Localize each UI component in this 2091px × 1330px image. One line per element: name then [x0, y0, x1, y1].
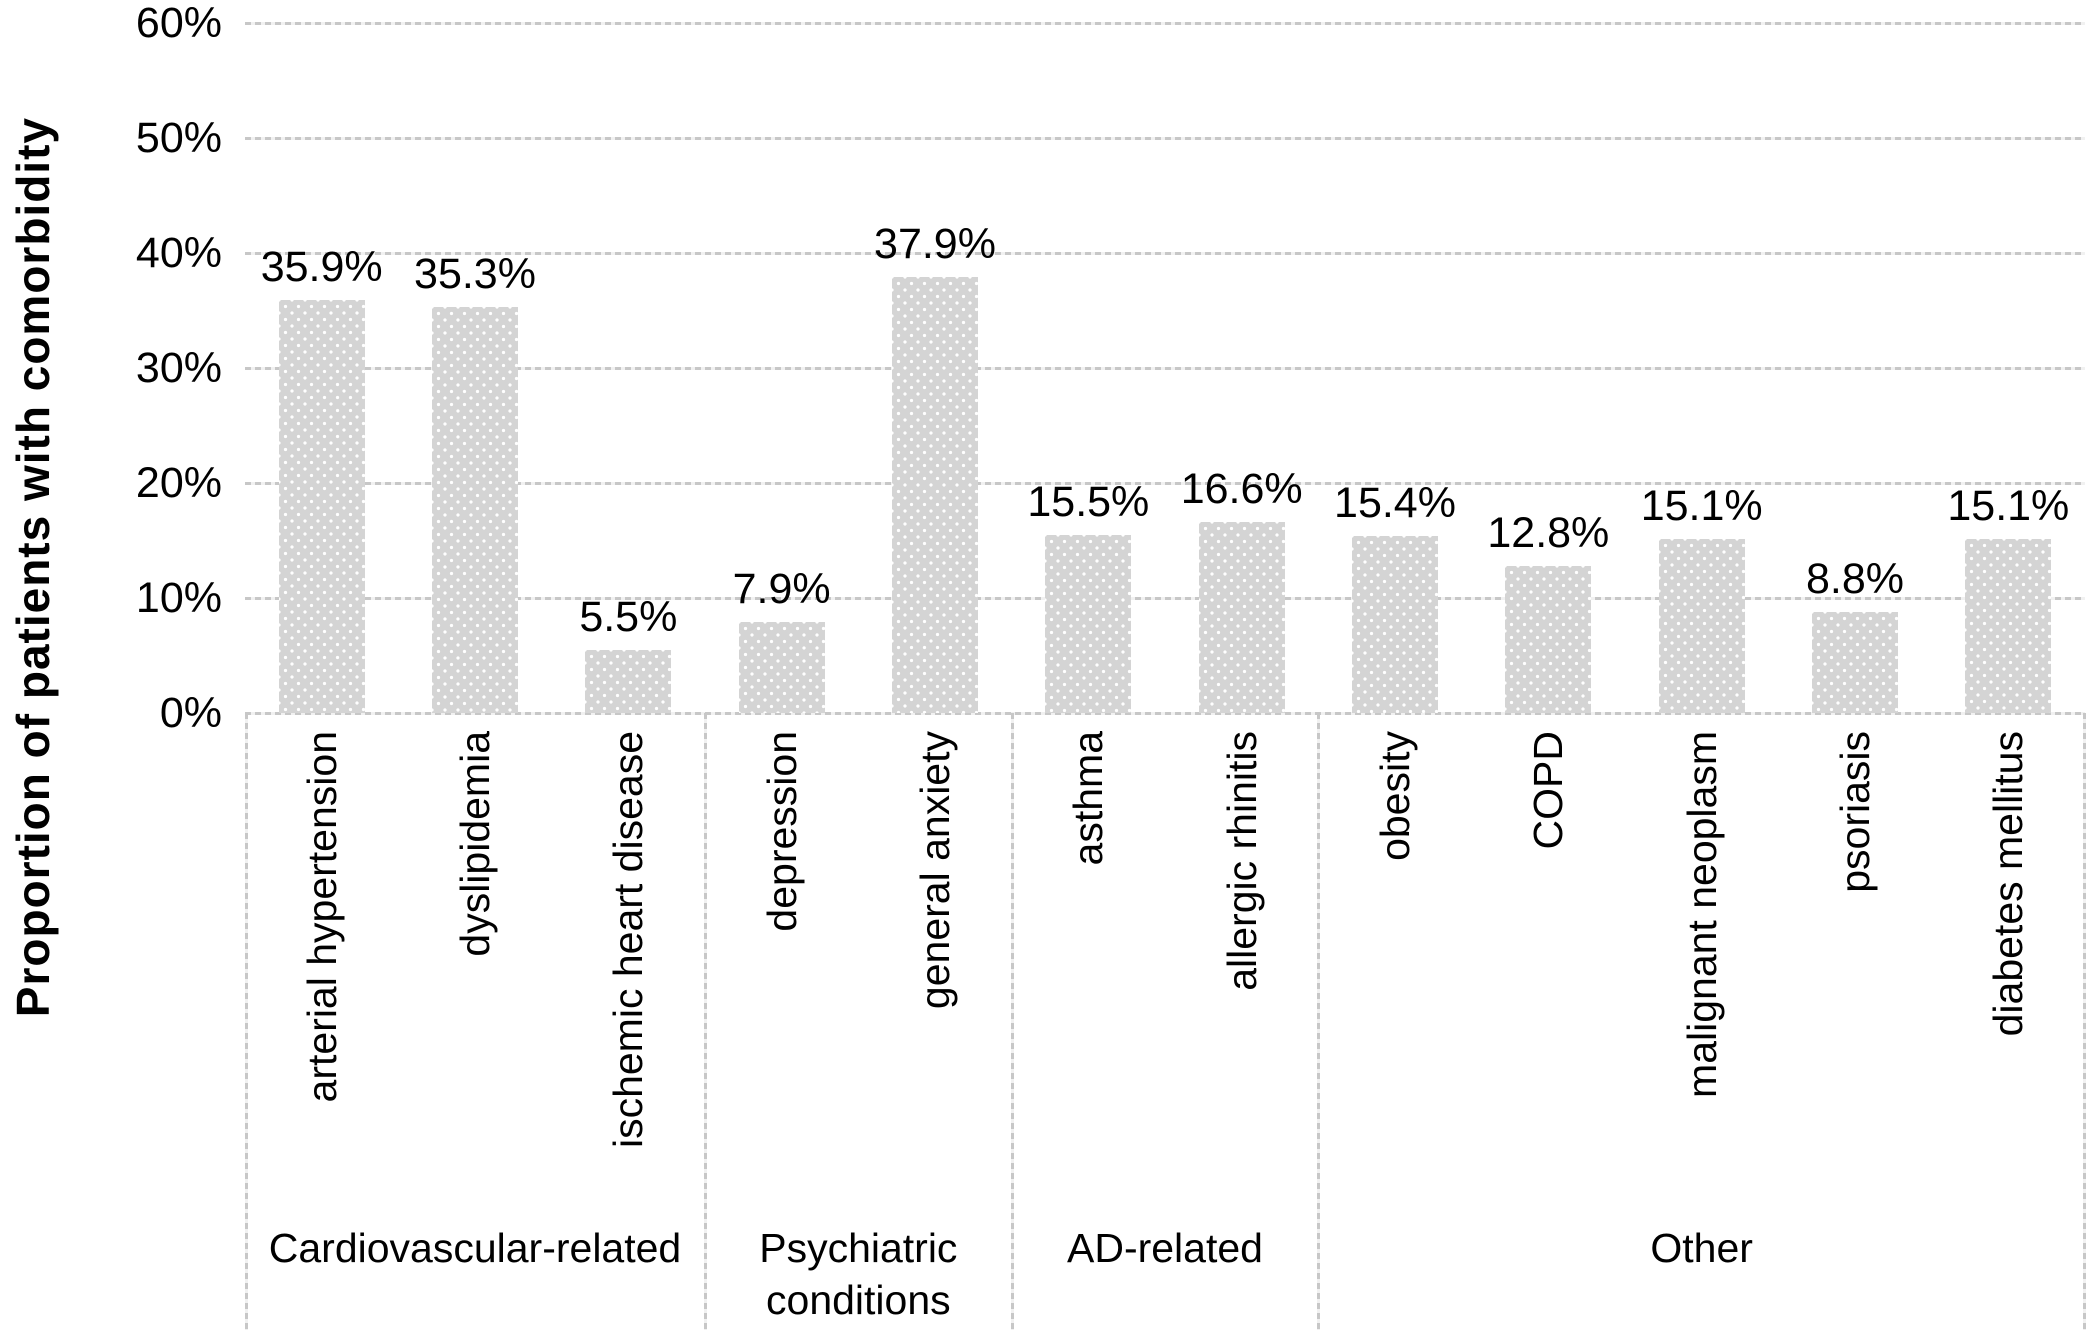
y-tick-label: 0%: [159, 689, 222, 737]
bar: [1045, 534, 1132, 713]
category-label: dyslipidemia: [452, 731, 498, 957]
gridline: [245, 367, 2085, 370]
y-tick-label: 10%: [135, 574, 222, 622]
bar: [1198, 522, 1285, 713]
bar: [278, 300, 365, 713]
gridline: [245, 252, 2085, 255]
bar: [738, 622, 825, 713]
y-tick-label: 60%: [135, 0, 222, 47]
bar: [432, 307, 518, 713]
bar-value-label: 35.9%: [260, 243, 383, 292]
label-box-left-border: [245, 713, 248, 1330]
group-label: Psychiatric conditions: [759, 1225, 958, 1323]
bar: [585, 649, 672, 713]
y-tick-label: 30%: [135, 344, 222, 392]
category-label: diabetes mellitus: [1985, 731, 2032, 1037]
category-label: obesity: [1372, 731, 1418, 861]
bar-value-label: 15.1%: [1640, 482, 1763, 531]
bar: [1812, 611, 1898, 713]
gridline: [245, 597, 2085, 600]
category-label: depression: [758, 731, 805, 932]
bar: [1965, 539, 2052, 713]
bar: [1658, 539, 1745, 713]
bar-value-label: 15.1%: [1947, 482, 2070, 531]
category-label: psoriasis: [1832, 731, 1878, 893]
gridline: [245, 482, 2085, 485]
gridline: [245, 22, 2085, 25]
group-divider: [1010, 713, 1014, 1330]
category-label: allergic rhinitis: [1218, 731, 1265, 991]
group-label: Cardiovascular-related: [268, 1225, 682, 1271]
bar-value-label: 12.8%: [1487, 508, 1610, 557]
bar-value-label: 15.5%: [1027, 477, 1150, 526]
bar-value-label: 15.4%: [1334, 478, 1456, 527]
group-label: AD-related: [1066, 1225, 1263, 1271]
gridline: [245, 712, 2085, 715]
gridline: [245, 137, 2085, 140]
group-divider: [704, 713, 707, 1330]
bar-value-label: 7.9%: [732, 565, 831, 614]
bar-value-label: 35.3%: [414, 250, 536, 299]
bar: [892, 277, 978, 713]
bar: [1505, 565, 1592, 713]
category-label: COPD: [1525, 731, 1572, 850]
bar-value-label: 5.5%: [579, 592, 678, 641]
bar-value-label: 16.6%: [1180, 465, 1303, 514]
bar-value-label: 37.9%: [874, 220, 996, 269]
category-label: general anxiety: [912, 731, 958, 1010]
group-divider: [1317, 713, 1321, 1330]
category-label: ischemic heart disease: [605, 731, 652, 1149]
category-label: asthma: [1065, 731, 1112, 866]
y-tick-label: 40%: [135, 229, 222, 277]
category-label: arterial hypertension: [298, 731, 345, 1103]
y-tick-label: 50%: [135, 114, 222, 162]
category-label: malignant neoplasm: [1678, 731, 1725, 1098]
label-box-right-border: [2083, 713, 2086, 1330]
bar: [1352, 535, 1438, 713]
group-label: Other: [1650, 1225, 1753, 1271]
bar-value-label: 8.8%: [1805, 554, 1904, 603]
y-tick-label: 20%: [135, 459, 222, 507]
